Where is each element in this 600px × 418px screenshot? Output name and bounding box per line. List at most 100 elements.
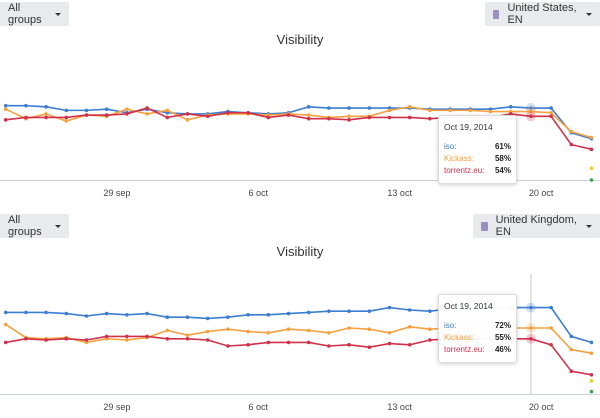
data-point (549, 326, 553, 330)
data-point (266, 115, 271, 120)
data-point (428, 108, 432, 113)
data-point (64, 337, 69, 341)
data-point (165, 115, 170, 120)
data-point (306, 328, 311, 333)
data-point (327, 344, 331, 348)
data-point (569, 334, 574, 339)
tooltip-row-kickass: Kickass: 55% (444, 332, 511, 344)
tooltip-label: torrentz.eu: (444, 345, 485, 354)
data-point (306, 113, 311, 117)
data-point (347, 343, 351, 347)
data-point (44, 115, 48, 120)
data-point (3, 103, 8, 108)
data-point (185, 333, 190, 337)
data-point (24, 115, 28, 120)
tooltip-label: Kickass: (444, 333, 474, 342)
x-tick-label: 13 oct (387, 402, 412, 412)
tooltip-value: 61% (494, 142, 511, 151)
data-point (145, 112, 149, 116)
chart-panel-us: All groups United States, EN Visibility … (0, 0, 600, 206)
data-point (367, 327, 372, 331)
data-point (64, 119, 69, 123)
data-point (549, 343, 553, 347)
series-line-iso (5, 104, 592, 140)
location-select[interactable]: United States, EN (485, 2, 600, 26)
location-select-label: United States, EN (507, 2, 577, 26)
location-select[interactable]: United Kingdom, EN (473, 214, 600, 238)
data-point (589, 373, 594, 377)
line-chart[interactable]: 29 sep 6 oct 13 oct 20 oct (0, 0, 600, 206)
data-point (145, 334, 149, 339)
data-point (226, 327, 230, 331)
tooltip-label: iso: (444, 321, 457, 330)
x-tick-label: 13 oct (387, 188, 412, 198)
data-point (529, 305, 533, 310)
data-point (407, 308, 412, 312)
data-point (185, 337, 190, 341)
data-point (549, 305, 553, 310)
data-point (286, 311, 291, 316)
data-point (3, 118, 8, 122)
data-point (145, 106, 149, 110)
data-point (226, 110, 230, 115)
data-point (104, 334, 109, 339)
caret-down-icon (586, 12, 592, 16)
data-point (125, 313, 129, 317)
data-point (3, 322, 8, 327)
tooltip-date: Oct 19, 2014 (444, 301, 493, 311)
data-point (387, 331, 392, 335)
chart-panel-uk: All groups United Kingdom, EN Visibility… (0, 212, 600, 418)
data-point (569, 142, 574, 147)
data-point (589, 135, 594, 140)
data-point (125, 338, 129, 342)
tooltip-value: 54% (494, 166, 511, 175)
data-point (165, 328, 170, 333)
data-point (347, 114, 351, 119)
data-point (508, 112, 513, 116)
data-point (347, 118, 351, 122)
chart-tooltip: Oct 19, 2014 iso: 72% Kickass: 55% torrent… (438, 294, 517, 363)
x-tick-label: 29 sep (103, 188, 130, 198)
data-point (125, 107, 129, 111)
group-select[interactable]: All groups (0, 214, 69, 238)
data-point (64, 115, 69, 120)
data-point (387, 305, 392, 310)
data-point (125, 112, 129, 116)
tooltip-row-iso: iso: 72% (444, 320, 511, 332)
data-point (589, 147, 594, 152)
group-select-label: All groups (8, 2, 42, 26)
data-point (64, 108, 69, 113)
tooltip-row-torrentz: torrentz.eu: 46% (444, 344, 511, 356)
data-point (44, 310, 48, 315)
data-point (84, 338, 89, 342)
data-point (589, 166, 594, 170)
data-point (407, 115, 412, 120)
data-point (569, 369, 574, 373)
data-point (448, 108, 452, 113)
data-point (185, 112, 190, 116)
tooltip-value: 58% (494, 154, 511, 163)
data-point (549, 110, 553, 115)
data-point (205, 329, 210, 334)
chart-tooltip: Oct 19, 2014 iso: 61% Kickass: 58% torrent… (438, 115, 517, 184)
data-point (387, 341, 392, 346)
data-point (246, 110, 250, 115)
data-point (549, 114, 553, 119)
chart-title: Visibility (276, 244, 324, 259)
data-point (205, 338, 210, 342)
data-point (529, 109, 533, 114)
data-point (44, 112, 48, 116)
data-point (3, 340, 8, 345)
group-select-label: All groups (8, 214, 42, 238)
data-point (266, 313, 271, 317)
tooltip-value: 55% (494, 333, 511, 342)
data-point (306, 105, 311, 109)
group-select[interactable]: All groups (0, 2, 69, 26)
data-point (24, 337, 28, 341)
data-point (569, 129, 574, 134)
data-point (205, 114, 210, 119)
data-point (327, 116, 331, 121)
data-point (286, 340, 291, 345)
data-point (286, 327, 291, 331)
data-point (327, 331, 331, 335)
